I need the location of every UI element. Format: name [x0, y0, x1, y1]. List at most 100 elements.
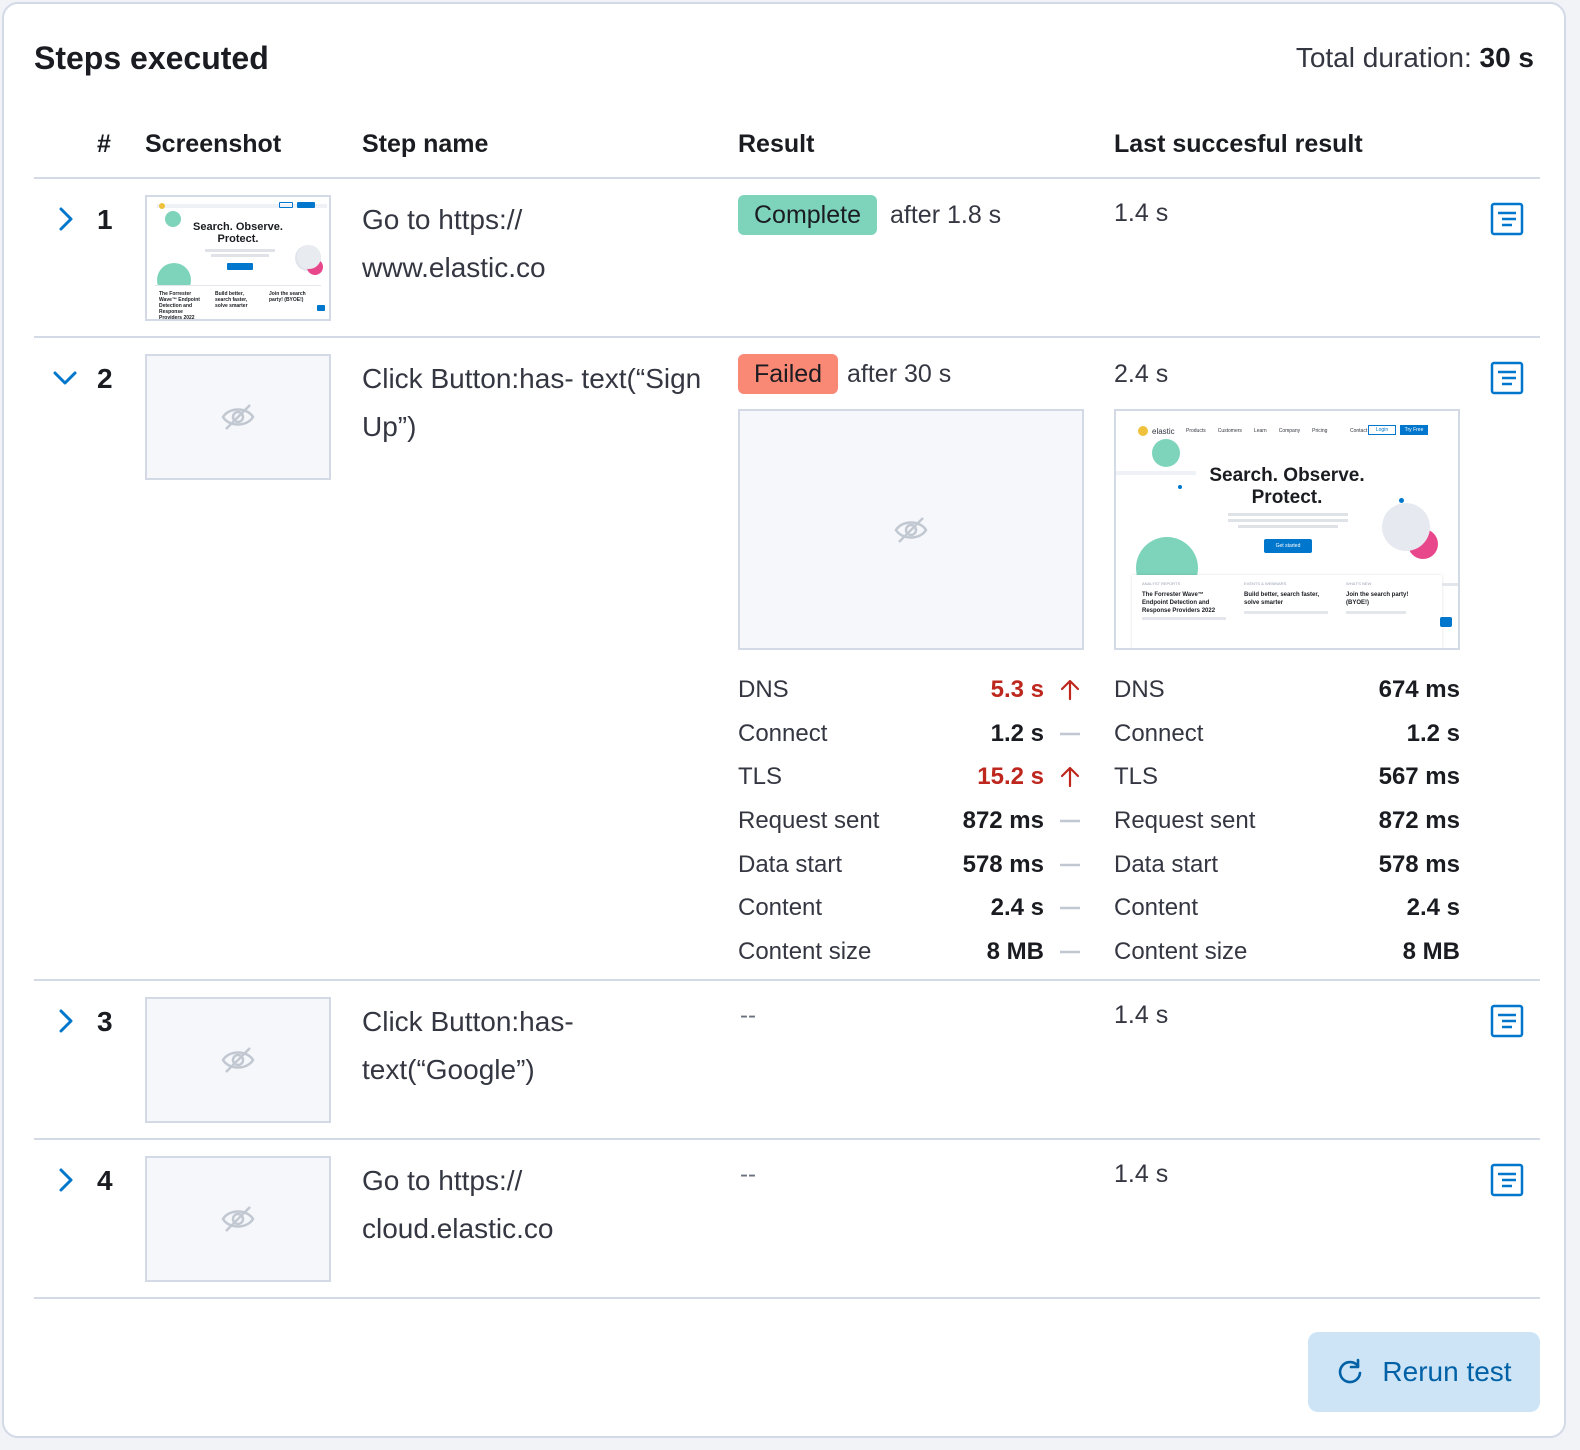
step-number: 4 — [97, 1165, 113, 1196]
preview-card-kicker: ANALYST REPORTS — [1142, 581, 1181, 586]
metric-value: 8 MB — [986, 937, 1044, 965]
rerun-test-label: Rerun test — [1382, 1356, 1512, 1387]
step-number: 1 — [97, 204, 113, 235]
metric-row: TLS 15.2 s — [738, 755, 1082, 799]
metric-row: Content size 8 MB — [738, 930, 1082, 974]
preview-nav-item: Learn — [1253, 428, 1267, 434]
preview-card-title: Join the search party! (BYOE!) — [1346, 592, 1409, 606]
metric-label: Connect — [738, 719, 828, 747]
thumb-headline: Search. Observe. Protect. — [147, 221, 329, 245]
col-step-name: Step name — [362, 130, 489, 158]
preview-card-kicker: EVENTS & WEBINARS — [1244, 581, 1287, 586]
col-screenshot: Screenshot — [145, 130, 282, 158]
preview-card-kicker: WHAT'S NEW — [1346, 581, 1372, 586]
metrics-current: DNS 5.3 s Connect 1.2 s TLS 15.2 s Request sen… — [738, 668, 1082, 974]
minus-icon — [1060, 819, 1080, 823]
row-divider — [34, 1297, 1540, 1299]
metric-value: 567 ms — [1378, 763, 1460, 791]
document-icon[interactable] — [1490, 361, 1524, 395]
metric-value: 15.2 s — [977, 763, 1044, 791]
metric-row: Data start 578 ms — [738, 843, 1082, 887]
chevron-right-icon[interactable] — [50, 1165, 80, 1195]
thumb-headline-1: Search. Observe. — [193, 221, 283, 233]
last-result-screenshot[interactable]: elastic Products Customers Learn Company… — [1114, 409, 1460, 650]
metric-label: Request sent — [738, 806, 880, 834]
metric-row: TLS 567 ms — [1114, 755, 1460, 799]
step-screenshot[interactable]: Search. Observe. Protect. The Forrester … — [145, 195, 331, 321]
refresh-icon — [1339, 1358, 1362, 1384]
chevron-right-icon[interactable] — [50, 1006, 80, 1036]
metric-label: Content size — [1114, 937, 1248, 965]
metric-row: Content size 8 MB — [1114, 930, 1460, 974]
step-name: Click Button:has- text(“Sign Up”) — [362, 363, 702, 442]
step-number: 2 — [97, 363, 113, 394]
eye-closed-icon — [894, 516, 928, 543]
status-badge: Complete — [738, 195, 877, 235]
document-icon[interactable] — [1490, 202, 1524, 236]
metric-label: DNS — [738, 675, 789, 703]
preview-nav-item: Pricing — [1312, 428, 1328, 434]
preview-headline-2: Protect. — [1251, 487, 1323, 508]
step-name: Go to https:// cloud.elastic.co — [362, 1165, 554, 1244]
step-screenshot-placeholder[interactable] — [145, 1156, 331, 1282]
row-divider — [34, 336, 1540, 338]
result-after: after 1.8 s — [890, 201, 1002, 229]
metric-value: 872 ms — [1378, 806, 1460, 834]
metric-value: 578 ms — [962, 850, 1044, 878]
metric-value: 2.4 s — [1406, 894, 1460, 922]
arrow-up-icon — [1060, 767, 1080, 788]
metric-value: 1.2 s — [990, 719, 1044, 747]
arrow-up-icon — [1060, 679, 1080, 700]
site-preview: elastic Products Customers Learn Company… — [1116, 411, 1458, 648]
metric-value: 5.3 s — [990, 675, 1044, 703]
minus-icon — [1060, 732, 1080, 735]
metric-row: Request sent 872 ms — [1114, 799, 1460, 843]
result-screenshot-placeholder[interactable] — [738, 409, 1084, 650]
preview-card-title: The Forrester Wave™ Endpoint Detection a… — [1142, 592, 1216, 614]
metric-value: 674 ms — [1378, 675, 1460, 703]
step-name: Go to https:// www.elastic.co — [362, 204, 546, 283]
preview-headline: Search. Observe. Protect. — [1116, 465, 1458, 509]
metric-label: DNS — [1114, 675, 1165, 703]
result-empty: -- — [740, 1002, 756, 1029]
eye-closed-icon — [221, 404, 255, 430]
document-icon[interactable] — [1490, 1004, 1524, 1038]
step-number: 3 — [97, 1006, 113, 1037]
last-result: 1.4 s — [1114, 1160, 1169, 1188]
metric-label: Content size — [738, 937, 872, 965]
last-result: 1.4 s — [1114, 1001, 1169, 1029]
preview-nav: Products Customers Learn Company Pricing — [1186, 428, 1327, 434]
preview-card-title: Build better, search faster, solve smart… — [1244, 592, 1320, 606]
rerun-test-button[interactable]: Rerun test — [1308, 1332, 1540, 1412]
metric-row: DNS 5.3 s — [738, 668, 1082, 712]
thumb-headline-2: Protect. — [217, 233, 259, 245]
chevron-down-icon[interactable] — [50, 363, 80, 393]
metric-label: Connect — [1114, 719, 1204, 747]
preview-headline-1: Search. Observe. — [1209, 465, 1365, 486]
last-result: 1.4 s — [1114, 199, 1169, 227]
step-screenshot-placeholder[interactable] — [145, 997, 331, 1123]
metric-row: DNS 674 ms — [1114, 668, 1460, 712]
total-duration-label: Total duration: — [1295, 42, 1472, 73]
site-preview-thumbnail: Search. Observe. Protect. The Forrester … — [147, 197, 329, 319]
metric-row: Data start 578 ms — [1114, 843, 1460, 887]
result-empty: -- — [740, 1161, 756, 1188]
row-divider — [34, 1138, 1540, 1140]
header-divider — [34, 177, 1540, 179]
total-duration: Total duration: 30 s — [1296, 42, 1534, 74]
metric-value: 872 ms — [962, 806, 1044, 834]
metrics-last: DNS 674 ms Connect 1.2 s TLS 567 ms Request se… — [1114, 668, 1460, 974]
metric-value: 578 ms — [1378, 850, 1460, 878]
preview-try-free: Try Free — [1400, 425, 1428, 435]
col-last-result: Last succesful result — [1114, 130, 1363, 158]
metric-label: Content — [1114, 894, 1199, 922]
chevron-right-icon[interactable] — [50, 204, 80, 234]
preview-nav-item: Company — [1278, 428, 1301, 434]
metric-row: Content 2.4 s — [738, 886, 1082, 930]
result-after: after 30 s — [847, 360, 952, 388]
step-name: Click Button:has- text(“Google”) — [362, 1006, 574, 1085]
step-screenshot-placeholder[interactable] — [145, 354, 331, 480]
metric-label: TLS — [1114, 763, 1159, 791]
document-icon[interactable] — [1490, 1163, 1524, 1197]
